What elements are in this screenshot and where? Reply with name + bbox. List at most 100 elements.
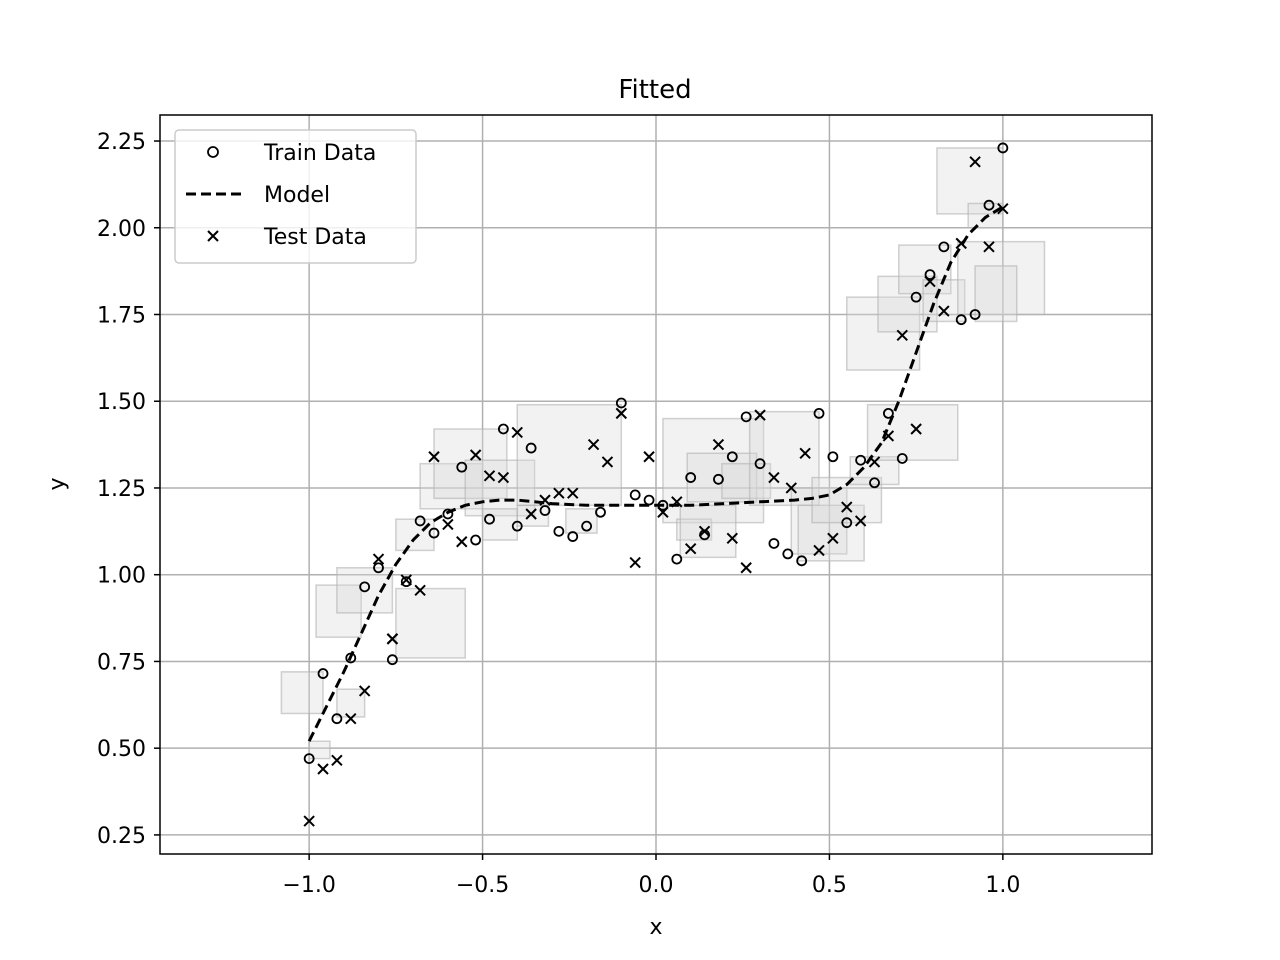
test-data-point [303, 815, 315, 827]
train-data-point [882, 407, 894, 419]
train-data-point [303, 753, 315, 764]
uncertainty-box [433, 428, 508, 500]
train-data-point [470, 534, 482, 546]
train-data-point [511, 520, 523, 532]
uncertainty-boxes [280, 147, 1046, 760]
x-tick-label: −0.5 [456, 873, 509, 898]
uncertainty-box [846, 296, 921, 371]
uncertainty-box [797, 504, 865, 562]
train-data-point [525, 442, 537, 454]
train-data-point [768, 538, 780, 549]
train-data-point [331, 713, 343, 725]
train-data-point [539, 505, 551, 516]
test-data-point [983, 241, 995, 253]
train-data-point [813, 407, 825, 419]
test-data-point [428, 451, 440, 463]
test-data-point [827, 532, 839, 544]
test-data-point [882, 430, 895, 442]
test-data-point [345, 712, 357, 725]
y-tick-label: 0.25 [97, 824, 146, 849]
test-data-point [386, 633, 399, 645]
train-data-point [442, 508, 454, 520]
uncertainty-box [676, 518, 713, 541]
test-data-point [785, 482, 797, 494]
train-data-point [643, 494, 655, 506]
test-data-point [553, 487, 565, 499]
uncertainty-box [464, 459, 536, 517]
test-data-point [456, 536, 468, 548]
train-data-point [595, 506, 606, 518]
uncertainty-box [481, 508, 519, 541]
train-data-point [400, 576, 412, 588]
uncertainty-box [721, 462, 772, 500]
y-tick-label: 1.00 [97, 564, 146, 589]
test-data-point [539, 494, 551, 506]
train-data-point [414, 515, 426, 527]
test-data-point [754, 409, 766, 421]
test-data-point [358, 685, 371, 697]
test-data-point [698, 525, 711, 538]
test-data-point [671, 496, 683, 508]
x-tick-label: 1.0 [985, 873, 1020, 898]
uncertainty-box [280, 671, 324, 715]
test-data-point [469, 449, 482, 461]
uncertainty-box [336, 567, 394, 614]
y-tick-label: 1.50 [97, 390, 146, 415]
legend-frame [174, 129, 417, 264]
train-data-point [567, 531, 579, 542]
train-data-point [615, 397, 627, 409]
train-data-point [782, 548, 794, 560]
test-data-point [442, 518, 454, 531]
model-line [307, 205, 1004, 742]
train-data-point [841, 517, 853, 529]
train-data-point [796, 555, 808, 567]
test-data-point [854, 515, 867, 527]
x-tick-label: −1.0 [282, 873, 335, 898]
uncertainty-box [308, 740, 331, 760]
uncertainty-box [790, 487, 848, 555]
uncertainty-box [957, 240, 1046, 316]
uncertainty-box [395, 587, 466, 659]
test-data-point [924, 275, 936, 288]
test-data-point [372, 553, 385, 565]
chart-title: Fitted [618, 75, 691, 105]
test-data-point [910, 423, 922, 435]
test-data-points [303, 156, 1009, 827]
train-data-point [713, 473, 724, 485]
y-tick-label: 1.75 [97, 303, 146, 328]
train-data-point [317, 668, 329, 679]
test-data-point [497, 471, 510, 484]
train-data-point [983, 199, 995, 211]
test-data-point [813, 544, 825, 557]
uncertainty-box [974, 265, 1018, 323]
train-data-point [754, 458, 766, 470]
test-data-point [525, 508, 537, 520]
train-data-points [303, 142, 1009, 764]
train-data-point [497, 423, 509, 435]
train-data-point [581, 520, 593, 532]
train-data-point [484, 513, 495, 525]
train-data-point [671, 553, 683, 565]
train-data-point [553, 525, 565, 537]
train-data-point [938, 241, 950, 253]
train-data-point [896, 453, 908, 464]
legend-test-label: Test Data [263, 225, 367, 250]
train-data-point [869, 477, 880, 489]
test-data-point [726, 532, 739, 544]
uncertainty-box [336, 688, 366, 718]
train-data-point [740, 411, 752, 423]
test-data-point [712, 438, 725, 451]
y-tick-label: 2.25 [97, 130, 146, 155]
train-data-point [629, 489, 641, 501]
test-data-point [868, 456, 881, 468]
train-data-point [359, 581, 371, 593]
train-data-point [657, 499, 669, 511]
test-data-point [841, 501, 853, 513]
legend: Train Data Model Test Data [174, 129, 417, 264]
test-data-point [587, 438, 600, 451]
train-data-point [726, 451, 738, 463]
test-data-point [601, 456, 614, 468]
train-data-point [386, 654, 398, 666]
train-data-point [827, 451, 839, 463]
uncertainty-box [565, 508, 598, 534]
